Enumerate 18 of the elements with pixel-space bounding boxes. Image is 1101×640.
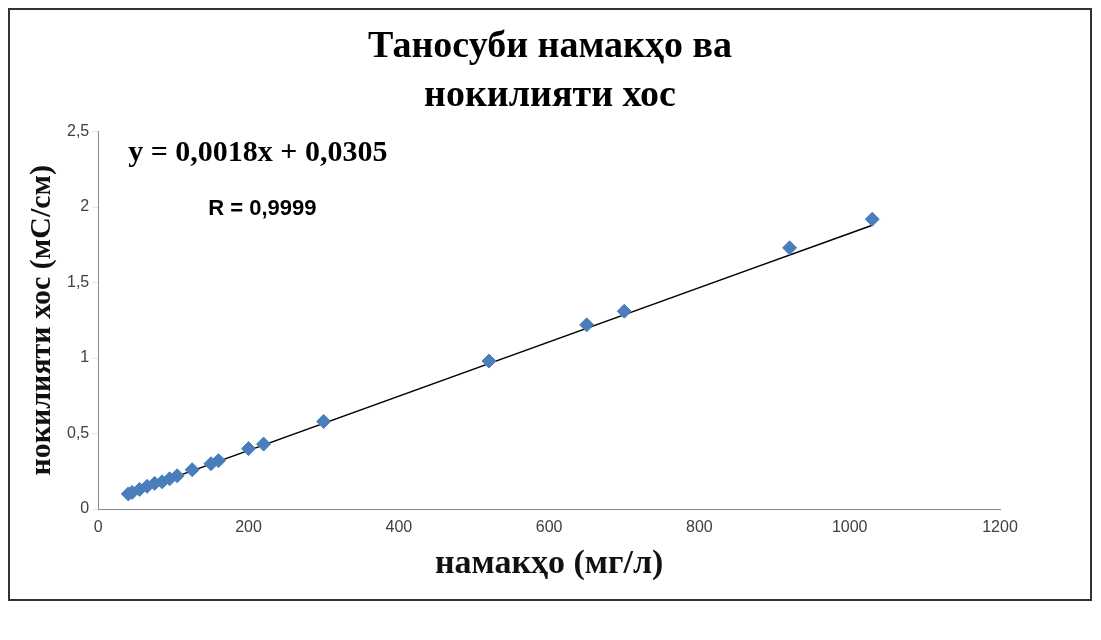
y-tick-label: 2,5 bbox=[66, 121, 90, 139]
annotation: R = 0,9999 bbox=[208, 194, 317, 220]
y-tick-label: 2 bbox=[80, 197, 90, 215]
x-tick-label: 1200 bbox=[982, 517, 1018, 535]
y-axis-title: нокилияти хос (мС/см) bbox=[22, 164, 57, 476]
x-tick-label: 400 bbox=[385, 517, 413, 535]
x-axis-title: намакҳо (мг/л) bbox=[434, 543, 664, 582]
x-tick-label: 0 bbox=[93, 517, 103, 535]
y-tick-label: 1,5 bbox=[66, 272, 90, 290]
x-tick-label: 600 bbox=[535, 517, 563, 535]
annotation: y = 0,0018x + 0,0305 bbox=[128, 134, 388, 168]
x-tick-label: 800 bbox=[686, 517, 713, 535]
y-tick-label: 1 bbox=[80, 348, 90, 366]
x-tick-label: 200 bbox=[235, 517, 262, 535]
y-tick-label: 0,5 bbox=[66, 423, 90, 441]
y-tick-label: 0 bbox=[80, 499, 90, 517]
chart-title: Таносуби намакҳо ва нокилияти хос bbox=[367, 22, 733, 117]
x-tick-label: 1000 bbox=[831, 517, 868, 535]
